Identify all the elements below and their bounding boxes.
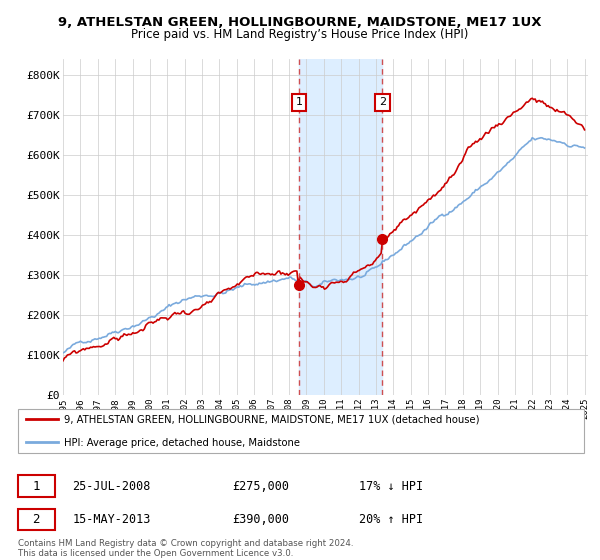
Bar (299, 59, 382, 395)
Text: 9, ATHELSTAN GREEN, HOLLINGBOURNE, MAIDSTONE, ME17 1UX: 9, ATHELSTAN GREEN, HOLLINGBOURNE, MAIDS… (58, 16, 542, 29)
Text: HPI: Average price, detached house, Maidstone: HPI: Average price, detached house, Maid… (64, 438, 300, 449)
Text: 1: 1 (295, 97, 302, 108)
FancyBboxPatch shape (18, 475, 55, 497)
Text: £390,000: £390,000 (233, 513, 290, 526)
Text: 25-JUL-2008: 25-JUL-2008 (73, 479, 151, 493)
Text: 15-MAY-2013: 15-MAY-2013 (73, 513, 151, 526)
Text: 17% ↓ HPI: 17% ↓ HPI (359, 479, 423, 493)
Text: 20% ↑ HPI: 20% ↑ HPI (359, 513, 423, 526)
Text: 2: 2 (379, 97, 386, 108)
Text: Price paid vs. HM Land Registry’s House Price Index (HPI): Price paid vs. HM Land Registry’s House … (131, 28, 469, 41)
FancyBboxPatch shape (18, 509, 55, 530)
FancyBboxPatch shape (18, 409, 584, 453)
Text: Contains HM Land Registry data © Crown copyright and database right 2024.
This d: Contains HM Land Registry data © Crown c… (18, 539, 353, 558)
Text: 2: 2 (32, 513, 40, 526)
Text: 9, ATHELSTAN GREEN, HOLLINGBOURNE, MAIDSTONE, ME17 1UX (detached house): 9, ATHELSTAN GREEN, HOLLINGBOURNE, MAIDS… (64, 414, 479, 424)
Text: 1: 1 (32, 479, 40, 493)
Text: £275,000: £275,000 (233, 479, 290, 493)
